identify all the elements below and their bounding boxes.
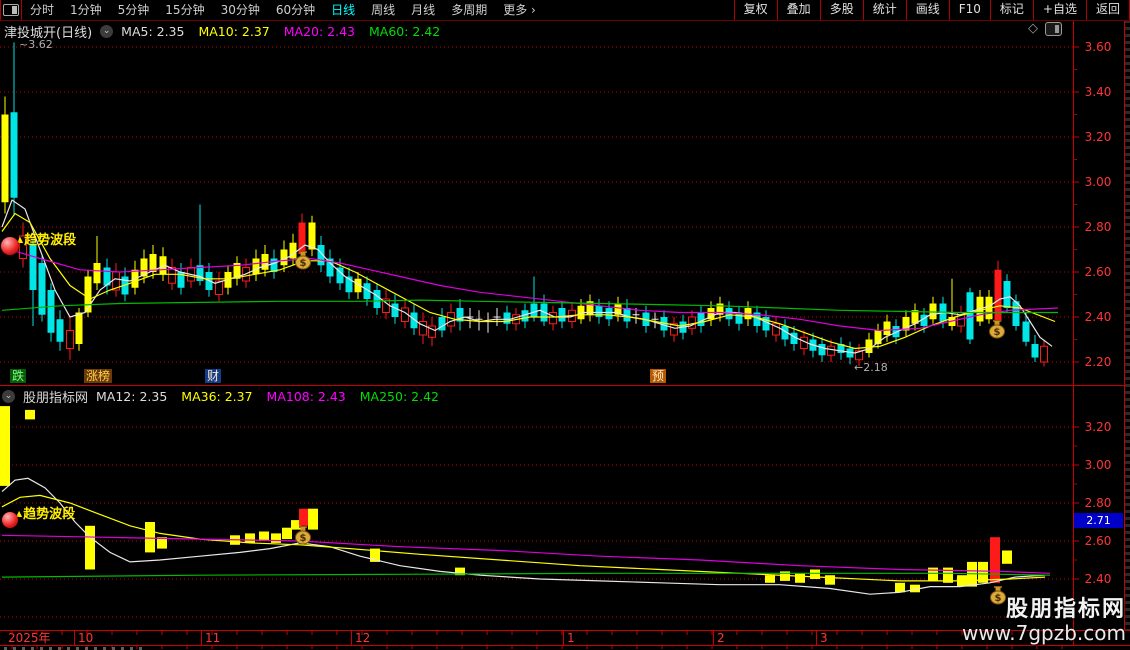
watermark-site-name: 股朋指标网 <box>1005 596 1126 622</box>
time-axis-year: 2025年 <box>8 631 51 645</box>
grid-and-axis: 3.20 3.00 2.80 2.60 2.40 <box>0 420 1112 618</box>
toolbar-item[interactable]: 返回 <box>1085 0 1130 20</box>
money-bag-icon: $ <box>295 251 311 270</box>
signal-ball-icon <box>2 512 18 528</box>
sub-chart-header: ⌄ 股朋指标网 MA12: 2.35 MA36: 2.37 MA108: 2.43 M… <box>2 387 439 406</box>
toolbar-item[interactable]: 统计 <box>862 0 906 20</box>
main-chart-header: 津投城开(日线) ⌄ MA5: 2.35 MA10: 2.37 MA20: 2.43… <box>4 22 440 41</box>
panel-toggle-icon[interactable] <box>1045 21 1062 36</box>
svg-text:2.80: 2.80 <box>1085 220 1112 234</box>
menu-item[interactable]: 更多 › <box>503 3 536 17</box>
stock-title: 津投城开(日线) <box>4 26 93 41</box>
svg-text:2.60: 2.60 <box>1085 265 1112 279</box>
diamond-icon[interactable]: ◇ <box>1028 21 1038 36</box>
time-axis-month: 3 <box>820 631 828 645</box>
ma-label: MA250: 2.42 <box>359 389 439 404</box>
toolbar-item[interactable]: 复权 <box>733 0 777 20</box>
toolbar-item[interactable]: F10 <box>948 0 990 20</box>
triangle-icon: ▲ <box>16 509 23 518</box>
trend-signal-label-sub: ▲趋势波段 <box>16 507 76 522</box>
price-annotation: ~3.62 <box>19 38 53 51</box>
svg-text:$: $ <box>300 258 307 269</box>
chevron-down-icon[interactable]: ⌄ <box>100 25 114 38</box>
top-menubar: 分时 1分钟 5分钟 15分钟 30分钟 60分钟 日线 周线 月线 多周期 更多 › 复权 叠加 多股… <box>0 0 1130 21</box>
triangle-icon: ▲ <box>17 235 24 244</box>
menu-item[interactable]: 月线 <box>411 3 436 17</box>
marker-tag[interactable]: 跌 <box>10 369 27 383</box>
money-bag-icon: $ <box>990 586 1006 605</box>
time-axis-month: 11 <box>205 631 220 645</box>
marker-tag[interactable]: 财 <box>205 369 222 383</box>
svg-text:$: $ <box>995 593 1002 604</box>
svg-text:3.40: 3.40 <box>1085 85 1112 99</box>
signal-ball-icon <box>1 237 19 255</box>
svg-text:3.60: 3.60 <box>1085 40 1112 54</box>
main-ma-labels: MA5: 2.35 MA10: 2.37 MA20: 2.43 MA60: 2.42 <box>121 24 440 39</box>
menu-item[interactable]: 1分钟 <box>70 3 102 17</box>
sub-chart-bars <box>0 406 1012 593</box>
svg-text:$: $ <box>300 533 307 544</box>
svg-text:3.00: 3.00 <box>1085 175 1112 189</box>
current-value-tag: 2.71 <box>1074 513 1123 528</box>
svg-text:$: $ <box>994 327 1001 338</box>
watermark-url: www.7gpzb.com <box>962 621 1126 645</box>
money-bag-icon: $ <box>295 526 311 545</box>
ma-label: MA108: 2.43 <box>266 389 346 404</box>
time-axis-month: 2 <box>717 631 725 645</box>
chart-corner-tools: ◇ <box>1028 21 1062 36</box>
svg-text:3.00: 3.00 <box>1085 458 1112 472</box>
price-annotation: ←2.18 <box>854 361 888 374</box>
svg-text:2.20: 2.20 <box>1085 355 1112 369</box>
menu-item[interactable]: 多周期 <box>451 3 488 17</box>
money-bag-icon: $ <box>989 320 1005 339</box>
time-axis-month: 1 <box>567 631 575 645</box>
toolbar-item[interactable]: +自选 <box>1032 0 1086 20</box>
clipped-bottom-row <box>4 647 144 650</box>
sub-ma-labels: MA12: 2.35 MA36: 2.37 MA108: 2.43 MA250: 2.… <box>96 389 439 404</box>
time-axis-month: 10 <box>78 631 93 645</box>
ma-label: MA5: 2.35 <box>121 24 185 39</box>
svg-text:2.80: 2.80 <box>1085 496 1112 510</box>
marker-tag[interactable]: 预 <box>650 369 667 383</box>
menu-item[interactable]: 5分钟 <box>117 3 150 17</box>
menu-item[interactable]: 周线 <box>371 3 396 17</box>
ma-label: MA12: 2.35 <box>96 389 168 404</box>
svg-text:2.40: 2.40 <box>1085 310 1112 324</box>
time-axis-month: 12 <box>355 631 370 645</box>
ma-label: MA10: 2.37 <box>198 24 270 39</box>
toolbar-item[interactable]: 画线 <box>905 0 949 20</box>
marker-tag[interactable]: 涨榜 <box>84 369 113 383</box>
chevron-down-icon[interactable]: ⌄ <box>2 390 15 403</box>
toolbar-item[interactable]: 多股 <box>819 0 863 20</box>
indicator-title: 股朋指标网 <box>23 391 89 406</box>
trend-signal-label-main: ▲趋势波段 <box>17 233 77 248</box>
ma-label: MA60: 2.42 <box>369 24 441 39</box>
sub-ma-lines <box>1 477 1051 595</box>
window-layout-button[interactable] <box>0 0 22 20</box>
menu-item[interactable]: 分时 <box>30 3 55 17</box>
svg-text:3.20: 3.20 <box>1085 130 1112 144</box>
menu-item[interactable]: 日线 <box>331 3 356 17</box>
menu-item[interactable]: 30分钟 <box>220 3 260 17</box>
watermark: 股朋指标网 www.7gpzb.com <box>962 596 1126 645</box>
toolbar-item[interactable]: 叠加 <box>776 0 820 20</box>
ma-label: MA36: 2.37 <box>181 389 253 404</box>
mini-map-strip[interactable] <box>1125 20 1130 630</box>
menubar-right-items: 复权 叠加 多股 统计 画线 F10 标记 +自选 返回 <box>733 0 1130 20</box>
svg-text:2.60: 2.60 <box>1085 534 1112 548</box>
menubar-left-items: 分时 1分钟 5分钟 15分钟 30分钟 60分钟 日线 周线 月线 多周期 更多 › <box>22 0 544 20</box>
svg-text:3.20: 3.20 <box>1085 420 1112 434</box>
layout-icon <box>3 4 19 16</box>
menu-item[interactable]: 15分钟 <box>165 3 205 17</box>
top-ma-lines <box>1 199 1059 354</box>
svg-text:2.40: 2.40 <box>1085 572 1112 586</box>
menu-item[interactable]: 60分钟 <box>275 3 316 17</box>
time-axis: 2025年 10 11 12 1 2 3 <box>8 631 1063 649</box>
toolbar-item[interactable]: 标记 <box>989 0 1033 20</box>
ma-label: MA20: 2.43 <box>283 24 355 39</box>
